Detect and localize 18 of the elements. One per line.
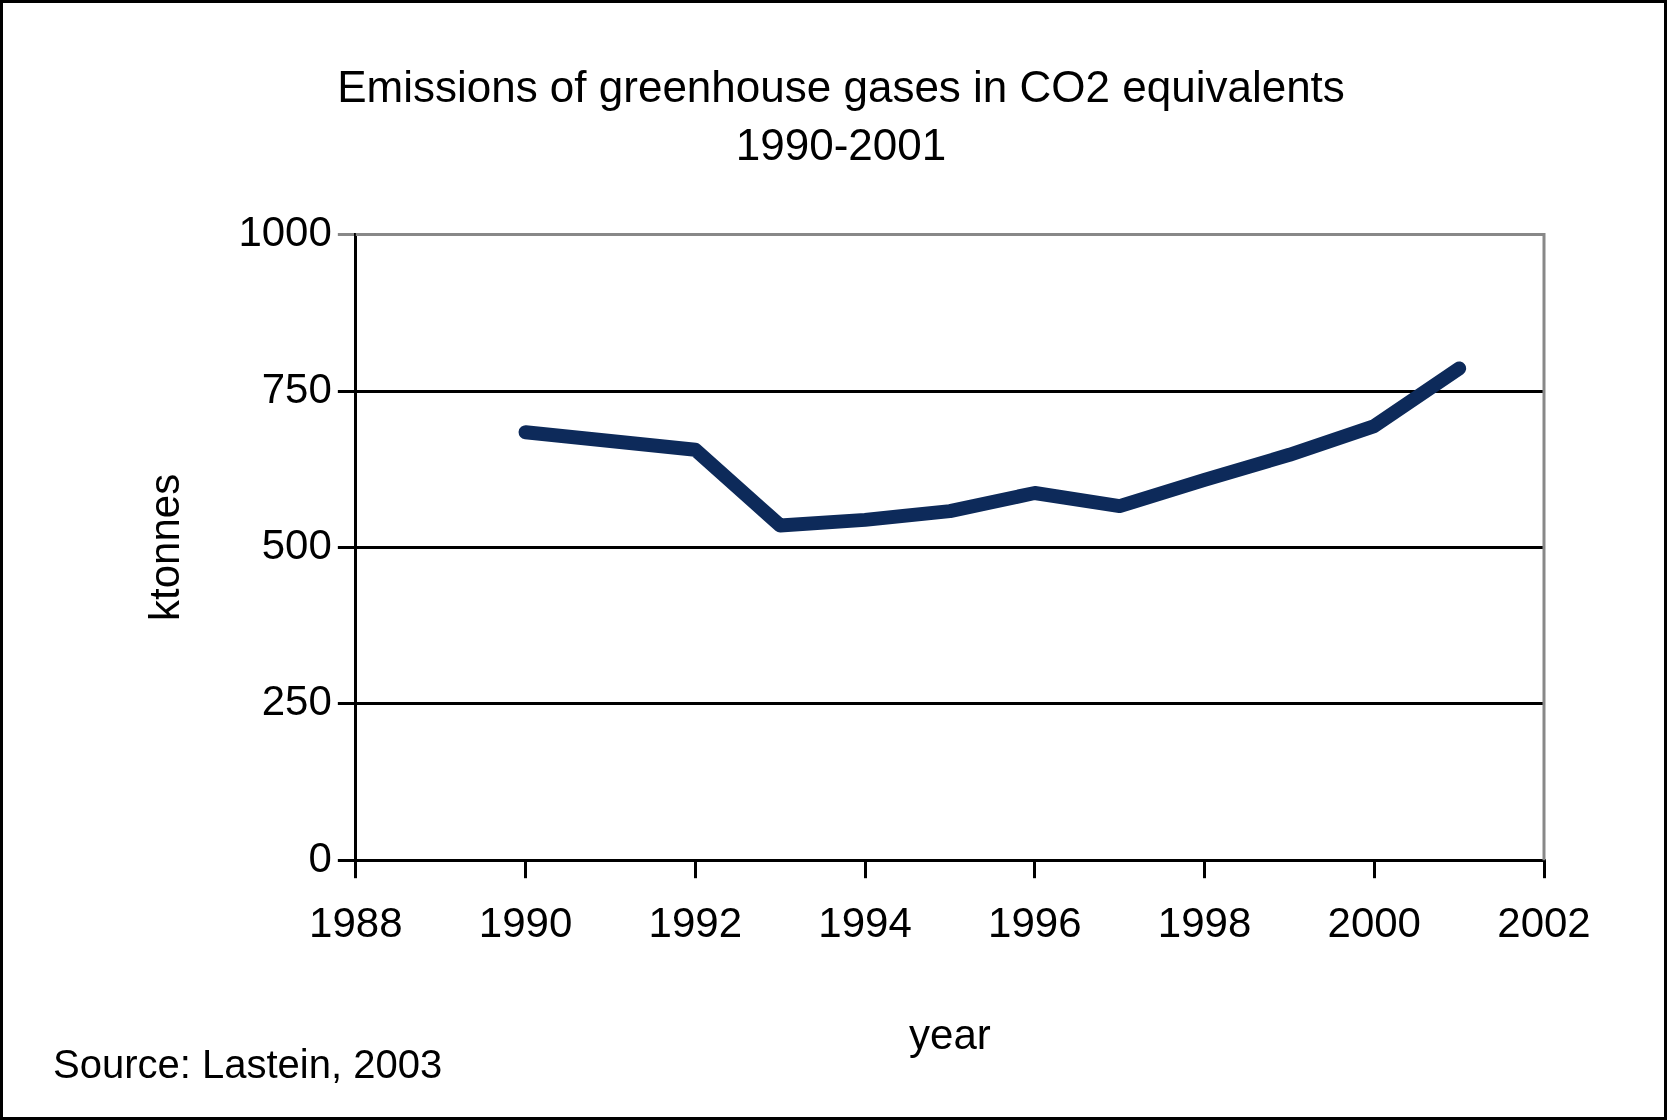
y-tick-label: 1000 [238, 208, 332, 256]
y-axis-title: ktonnes [140, 473, 188, 621]
chart-subtitle: 1990-2001 [735, 120, 947, 170]
y-tick-label: 0 [308, 833, 332, 881]
y-tick-label: 750 [261, 364, 332, 412]
x-tick-label: 2002 [1497, 898, 1591, 946]
x-tick-label: 1990 [478, 898, 573, 946]
x-tick-label: 1994 [818, 898, 912, 946]
x-tick-label: 1992 [648, 898, 743, 946]
x-axis-title: year [909, 1011, 991, 1059]
x-tick-label: 1998 [1157, 898, 1252, 946]
x-tick-label: 1996 [988, 898, 1082, 946]
y-tick-label: 500 [261, 520, 332, 568]
x-tick-label: 2000 [1327, 898, 1421, 946]
source-note: Source: Lastein, 2003 [53, 1042, 443, 1086]
chart-title: Emissions of greenhouse gases in CO2 equivalents [337, 61, 1345, 111]
y-tick-label: 250 [261, 677, 332, 725]
x-tick-label: 1988 [309, 898, 403, 946]
